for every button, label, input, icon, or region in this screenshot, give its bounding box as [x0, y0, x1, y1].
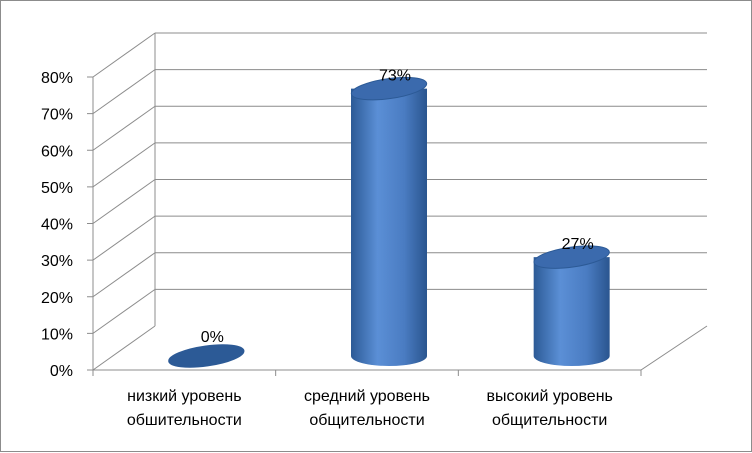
bar-body [533, 257, 610, 366]
category-label-line: средний уровень [304, 388, 430, 405]
y-tick-label: 80% [41, 70, 73, 87]
data-label: 73% [379, 68, 411, 85]
category-label: средний уровень общительности [304, 388, 430, 429]
y-tick-label: 20% [41, 290, 73, 307]
bar [168, 344, 245, 368]
axes [92, 33, 708, 376]
y-tick-label: 60% [41, 143, 73, 160]
gridline-side [92, 288, 156, 334]
gridline-side [92, 252, 156, 298]
category-label-line: общительности [492, 412, 607, 429]
data-label: 0% [201, 329, 224, 346]
bars [168, 76, 610, 368]
y-tick-label: 40% [41, 217, 73, 234]
gridline-side [92, 69, 156, 115]
gridline-side [92, 105, 156, 151]
data-label: 27% [562, 236, 594, 253]
bar-top [350, 76, 428, 101]
bar-body [351, 88, 427, 366]
bar [350, 76, 428, 366]
gridline-side [92, 179, 156, 224]
bar-top [168, 344, 245, 368]
category-label: низкий уровень обшительности [127, 388, 242, 429]
y-tick-label: 70% [41, 107, 73, 124]
bar-top [533, 245, 610, 269]
gridlines [87, 32, 707, 371]
y-tick-label: 0% [50, 363, 73, 380]
labels: 0% 10% 20% 30% 40% 50% 60% 70% 80% 0% низкий урове… [41, 68, 613, 429]
y-tick-label: 30% [41, 253, 73, 270]
y-tick-label: 10% [41, 326, 73, 343]
category-label: высокий уровень общительности [486, 388, 612, 429]
gridline-side [92, 215, 156, 261]
gridline-side [92, 325, 156, 371]
gridline-side [92, 32, 156, 78]
gridline-side [92, 142, 156, 188]
bar [533, 245, 610, 366]
category-label-line: обшительности [127, 412, 242, 429]
category-label-line: высокий уровень [486, 388, 612, 405]
category-label-line: низкий уровень [127, 388, 241, 405]
y-tick-label: 50% [41, 180, 73, 197]
category-label-line: общительности [309, 412, 424, 429]
